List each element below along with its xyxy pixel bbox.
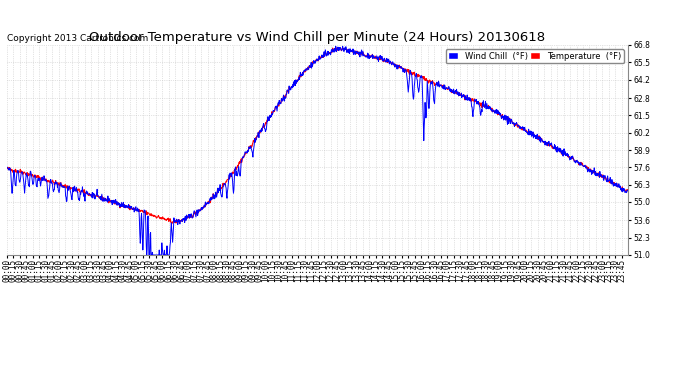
Legend: Wind Chill  (°F), Temperature  (°F): Wind Chill (°F), Temperature (°F) bbox=[446, 49, 624, 63]
Text: Copyright 2013 Cartronics.com: Copyright 2013 Cartronics.com bbox=[7, 34, 148, 43]
Title: Outdoor Temperature vs Wind Chill per Minute (24 Hours) 20130618: Outdoor Temperature vs Wind Chill per Mi… bbox=[89, 31, 546, 44]
